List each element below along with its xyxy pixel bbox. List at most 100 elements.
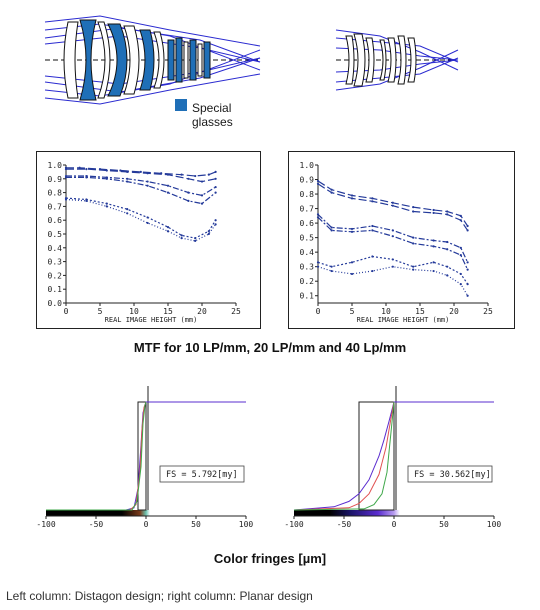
mtf-data-point (466, 294, 469, 297)
mtf-data-point (316, 213, 320, 216)
mtf-data-point (180, 237, 183, 240)
mtf-data-point (207, 173, 210, 176)
y-tick-label: 1.0 (300, 161, 315, 170)
fs-annotation: FS = 30.562[my] (414, 470, 491, 480)
x-tick-label: 25 (231, 307, 241, 316)
spectrum-bar (46, 510, 246, 516)
mtf-data-point (446, 240, 449, 244)
mtf-data-point (146, 216, 149, 219)
mtf-data-point (214, 177, 217, 180)
x-axis-label: REAL IMAGE HEIGHT (mm) (357, 316, 450, 324)
mtf-data-point (194, 174, 197, 178)
mtf-data-point (78, 166, 81, 169)
mtf-data-point (412, 236, 415, 239)
mtf-title: MTF for 10 LP/mm, 20 LP/mm and 40 Lp/mm (133, 340, 407, 355)
mtf-data-point (105, 205, 108, 208)
mtf-data-point (214, 219, 217, 222)
x-tick-label: -100 (284, 520, 303, 529)
x-tick-label: 50 (191, 520, 201, 529)
mtf-data-point (126, 212, 129, 215)
mtf-data-point (391, 235, 394, 238)
mtf-data-point (350, 230, 354, 233)
mtf-data-point (85, 168, 88, 171)
mtf-series-line (66, 167, 216, 177)
color-fringe-chart-planar: -100 -50 0 50 100 FS = 30.562[my] (284, 386, 501, 529)
mtf-data-point (330, 265, 333, 268)
mtf-data-point (330, 191, 333, 194)
special-glasses-label-line1: Special (192, 101, 232, 115)
x-tick-label: 10 (381, 307, 391, 316)
mtf-data-point (207, 230, 210, 233)
mtf-data-point (316, 265, 320, 268)
x-tick-label: 5 (98, 307, 103, 316)
mtf-data-point (200, 202, 204, 205)
mtf-data-point (371, 229, 374, 232)
mtf-data-point (371, 224, 374, 228)
special-glasses-label: Special glasses (192, 101, 233, 129)
mtf-series-line (317, 183, 469, 231)
y-tick-label: 0.3 (48, 258, 63, 267)
mtf-data-point (446, 210, 449, 213)
mtf-chart-distagon-panel (36, 151, 261, 329)
mtf-data-point (371, 197, 374, 200)
mtf-data-point (180, 173, 183, 176)
y-tick-label: 0.7 (48, 202, 63, 211)
mtf-data-point (412, 265, 415, 268)
mtf-data-point (330, 226, 333, 229)
mtf-data-point (214, 185, 217, 189)
x-axis-label: REAL IMAGE HEIGHT (mm) (105, 316, 198, 324)
mtf-data-point (187, 199, 190, 202)
mtf-data-point (316, 179, 320, 183)
fs-annotation: FS = 5.792[my] (166, 470, 238, 480)
mtf-data-point (432, 261, 435, 264)
mtf-data-point (446, 265, 449, 268)
mtf-data-point (316, 216, 320, 219)
y-tick-label: 0.1 (300, 292, 315, 301)
mtf-data-point (412, 210, 415, 213)
mtf-data-point (200, 194, 204, 197)
mtf-data-point (459, 219, 462, 222)
y-tick-label: 1.0 (48, 161, 63, 170)
mtf-series-line (317, 255, 469, 285)
mtf-data-point (330, 269, 333, 273)
mtf-series-line (66, 176, 216, 205)
planar-lens-elements (345, 33, 417, 87)
mtf-data-point (412, 206, 415, 209)
x-tick-label: 15 (163, 307, 173, 316)
mtf-data-point (432, 211, 435, 215)
mtf-data-point (316, 261, 320, 264)
y-tick-label: 0.1 (48, 285, 63, 294)
mtf-data-point (391, 204, 394, 207)
mtf-data-point (371, 269, 374, 273)
mtf-data-point (446, 248, 449, 251)
distagon-lens-elements (63, 19, 211, 101)
mtf-data-point (350, 261, 354, 264)
mtf-data-point (64, 198, 68, 201)
mtf-data-point (64, 168, 68, 171)
mtf-series-line (317, 213, 469, 263)
mtf-data-point (459, 246, 462, 249)
y-tick-label: 0.8 (300, 190, 315, 199)
mtf-data-point (105, 177, 108, 180)
mtf-data-point (371, 200, 374, 203)
edge-box (137, 401, 147, 511)
mtf-data-point (146, 172, 149, 175)
x-tick-label: 0 (392, 520, 397, 529)
mtf-data-point (146, 221, 149, 225)
x-tick-label: 100 (487, 520, 502, 529)
mtf-data-point (446, 213, 449, 216)
mtf-data-point (207, 232, 210, 236)
mtf-data-point (187, 177, 190, 180)
fringe-series-line (293, 401, 395, 511)
mtf-data-point (432, 239, 435, 242)
x-tick-label: 5 (350, 307, 355, 316)
mtf-series-line (317, 266, 469, 297)
mtf-series-line (317, 180, 469, 227)
mtf-data-point (194, 239, 197, 242)
y-tick-label: 0.2 (48, 271, 63, 280)
mtf-data-point (350, 197, 354, 200)
mtf-series-line (65, 198, 217, 242)
mtf-data-point (391, 201, 394, 204)
y-tick-label: 0.0 (48, 299, 63, 308)
y-tick-label: 0.8 (48, 189, 63, 198)
